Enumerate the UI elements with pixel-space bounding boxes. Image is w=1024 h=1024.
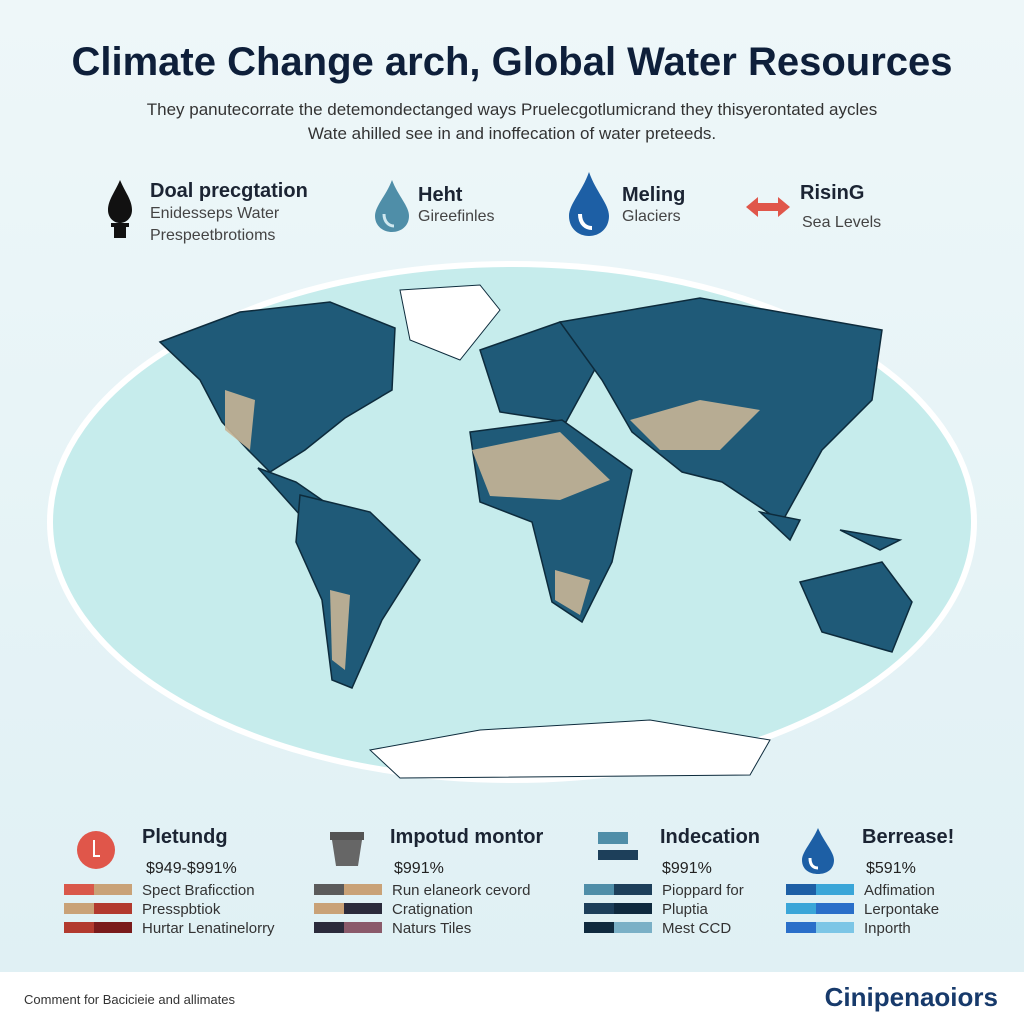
legend-bar <box>94 922 132 933</box>
panel-item: Naturs Tiles <box>392 920 472 937</box>
legend-bar <box>94 884 132 895</box>
legend-bar <box>344 884 382 895</box>
legend-bar <box>584 922 614 933</box>
panel-value: $949-$991% <box>146 860 237 877</box>
panel-icon <box>330 832 364 866</box>
panel-item: Pioppard for <box>662 882 744 899</box>
panel-icon <box>77 831 115 869</box>
legend-bar <box>314 922 344 933</box>
legend-bar <box>816 922 854 933</box>
legend-bar <box>344 922 382 933</box>
icon-text: Enidesseps Water <box>150 205 280 222</box>
panel-title: Indecation <box>660 826 761 848</box>
panel-title: Pletundg <box>142 826 228 848</box>
panel-item: Cratignation <box>392 901 473 918</box>
title: Climate Change arch, Global Water Resour… <box>71 40 953 84</box>
legend-bar <box>64 903 94 914</box>
icon-title: Heht <box>418 184 463 206</box>
brand: Cinipenaoiors <box>824 982 998 1012</box>
panel-icon <box>802 828 834 874</box>
greenland <box>399 284 501 361</box>
panel-item: Inporth <box>864 920 911 937</box>
legend-bar <box>584 903 614 914</box>
legend-bar <box>816 884 854 895</box>
legend-bar <box>786 884 816 895</box>
icon-title: Meling <box>622 184 686 206</box>
drop-icon <box>108 180 132 238</box>
icon-text: Prespeetbrotioms <box>150 227 276 244</box>
legend-bar <box>64 884 94 895</box>
panel-value: $991% <box>394 860 444 877</box>
legend-bar <box>314 884 344 895</box>
legend-bar <box>786 903 816 914</box>
panel-item: Hurtar Lenatinelorry <box>142 920 275 937</box>
antarctica <box>368 719 771 779</box>
panel-value: $991% <box>662 860 712 877</box>
legend-bar <box>584 884 614 895</box>
panel-icon <box>598 832 638 860</box>
subtitle: Wate ahilled see in and inoffecation of … <box>307 124 717 143</box>
legend-bar <box>614 903 652 914</box>
panel-value: $591% <box>866 860 916 877</box>
panel-item: Run elaneork cevord <box>392 882 531 899</box>
footer-note: Comment for Bacicieie and allimates <box>24 992 235 1007</box>
legend-bar <box>314 903 344 914</box>
panel-title: Impotud montor <box>390 826 544 848</box>
drop-icon <box>375 180 409 232</box>
drop-icon <box>569 172 609 236</box>
panel-item: Pluptia <box>662 901 708 918</box>
icon-title: Doal precgtation <box>150 180 308 202</box>
legend-bar <box>64 922 94 933</box>
icon-text: Glaciers <box>622 208 681 225</box>
subtitle: They panutecorrate the detemondectanged … <box>146 100 878 119</box>
legend-bar <box>344 903 382 914</box>
dry-regions <box>225 390 760 670</box>
panel-item: Adfimation <box>864 882 935 899</box>
icon-title: RisinG <box>800 182 865 204</box>
icon-text: Sea Levels <box>802 214 882 231</box>
world-map <box>47 261 977 783</box>
panel-item: Spect Braficction <box>142 882 255 899</box>
icon-text: Gireefinles <box>418 208 495 225</box>
legend-bar <box>816 903 854 914</box>
footer <box>0 972 1024 1024</box>
panel-title: Berrease! <box>862 826 955 848</box>
arrow-icon <box>746 197 790 217</box>
panel-item: Mest CCD <box>662 920 732 937</box>
panel-item: Presspbtiok <box>142 901 221 918</box>
legend-bar <box>614 884 652 895</box>
legend-bar <box>786 922 816 933</box>
legend-bar <box>614 922 652 933</box>
legend-bar <box>94 903 132 914</box>
panel-item: Lerpontake <box>864 901 940 918</box>
